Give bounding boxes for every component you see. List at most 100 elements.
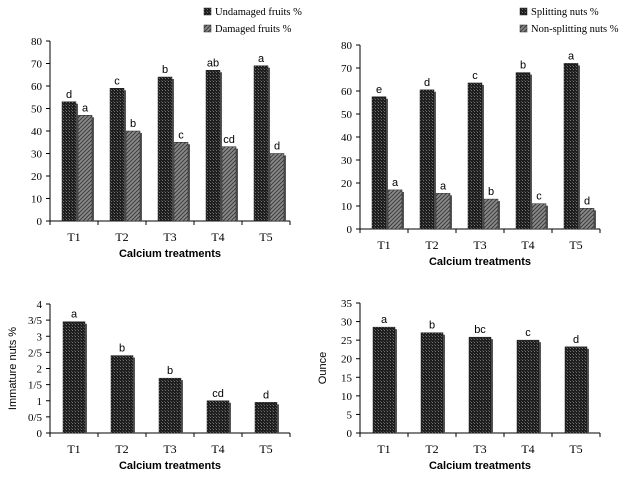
bar [254, 402, 278, 434]
y-tick-label: 30 [341, 317, 353, 329]
significance-label: b [130, 118, 136, 130]
y-tick-label: 50 [31, 104, 43, 116]
y-tick-label: 10 [31, 194, 43, 206]
significance-label: d [263, 389, 269, 401]
x-tick-label: T5 [259, 230, 272, 244]
significance-label: a [381, 314, 388, 326]
x-tick-label: T4 [521, 238, 534, 252]
x-tick-label: T1 [377, 238, 390, 252]
significance-label: b [162, 64, 168, 76]
bar [61, 101, 77, 222]
legend-swatch [519, 24, 528, 33]
y-tick-label: 80 [341, 40, 353, 52]
y-tick-label: 30 [31, 149, 43, 161]
y-tick-label: 0 [347, 428, 353, 440]
x-tick-label: T5 [259, 442, 272, 456]
bar [158, 377, 182, 434]
y-tick-label: 5 [347, 409, 353, 421]
significance-label: c [178, 129, 184, 141]
significance-label: cd [223, 134, 235, 146]
y-tick-label: 70 [31, 59, 43, 71]
legend-label: Splitting nuts % [531, 7, 599, 18]
y-tick-label: 0/5 [28, 412, 43, 424]
x-tick-label: T4 [521, 442, 534, 456]
y-tick-label: 50 [341, 109, 353, 121]
x-tick-label: T2 [425, 238, 438, 252]
y-tick-label: 40 [31, 126, 43, 138]
significance-label: b [119, 343, 125, 355]
significance-label: a [71, 309, 78, 321]
y-tick-label: 30 [341, 155, 353, 167]
y-tick-label: 80 [31, 36, 43, 48]
y-tick-label: 70 [341, 63, 353, 75]
bar [419, 89, 435, 230]
bar [253, 65, 269, 222]
bar [206, 400, 230, 434]
significance-label: a [392, 177, 399, 189]
y-axis-title: Immature nuts % [7, 327, 19, 410]
bar [125, 130, 141, 222]
bar [515, 72, 531, 230]
x-tick-label: T4 [211, 230, 224, 244]
x-tick-label: T3 [473, 442, 486, 456]
bar [483, 198, 499, 230]
significance-label: c [114, 75, 120, 87]
bar [579, 208, 595, 230]
bar [387, 189, 403, 230]
legend-swatch [519, 7, 528, 16]
chart-c3: 0 0/5 1 1/5 2 2/5 3 3/5 4 T1 T2 T3 T4 T5 a b b cd d Calcium… [7, 299, 291, 472]
x-tick-label: T3 [473, 238, 486, 252]
significance-label: c [536, 191, 542, 203]
x-axis-title: Calcium treatments [429, 256, 531, 268]
x-tick-label: T5 [569, 238, 582, 252]
y-tick-label: 60 [341, 86, 353, 98]
bar [110, 355, 134, 434]
y-tick-label: 0 [37, 428, 43, 440]
y-tick-label: 4 [37, 299, 43, 311]
y-tick-label: 20 [341, 178, 353, 190]
y-tick-label: 60 [31, 81, 43, 93]
significance-label: a [82, 102, 89, 114]
significance-label: d [584, 195, 590, 207]
y-tick-label: 0 [37, 216, 43, 228]
significance-label: c [472, 70, 478, 82]
significance-label: ab [207, 57, 219, 69]
x-tick-label: T1 [377, 442, 390, 456]
significance-label: d [66, 89, 72, 101]
x-tick-label: T1 [67, 230, 80, 244]
x-tick-label: T1 [67, 442, 80, 456]
significance-label: c [525, 327, 531, 339]
chart-c4: 0 5 10 15 20 25 30 35 T1 T2 T3 T4 T5 a b bc c d Calcium tr… [317, 298, 601, 472]
legend-label: Undamaged fruits % [215, 7, 302, 18]
bar [563, 63, 579, 230]
significance-label: b [167, 365, 173, 377]
bar [468, 336, 492, 434]
x-tick-label: T5 [569, 442, 582, 456]
y-tick-label: 10 [341, 201, 353, 213]
significance-label: d [274, 141, 280, 153]
y-tick-label: 35 [341, 298, 353, 310]
x-tick-label: T2 [115, 230, 128, 244]
y-tick-label: 2/5 [28, 347, 43, 359]
legend-swatch [203, 24, 212, 33]
bar [109, 88, 125, 222]
y-tick-label: 1/5 [28, 380, 43, 392]
y-tick-label: 20 [31, 171, 43, 183]
y-tick-label: 20 [341, 354, 353, 366]
bar [269, 153, 285, 222]
bar [62, 321, 86, 434]
significance-label: b [429, 320, 435, 332]
y-tick-label: 3/5 [28, 315, 43, 327]
y-tick-label: 1 [37, 396, 43, 408]
y-tick-label: 2 [37, 364, 43, 376]
x-axis-title: Calcium treatments [119, 460, 221, 472]
x-tick-label: T3 [163, 442, 176, 456]
x-tick-label: T2 [425, 442, 438, 456]
significance-label: b [520, 60, 526, 72]
significance-label: cd [212, 388, 224, 400]
x-axis-title: Calcium treatments [429, 460, 531, 472]
legend-label: Non-splitting nuts % [531, 24, 619, 35]
significance-label: bc [474, 324, 486, 336]
y-tick-label: 15 [341, 372, 353, 384]
